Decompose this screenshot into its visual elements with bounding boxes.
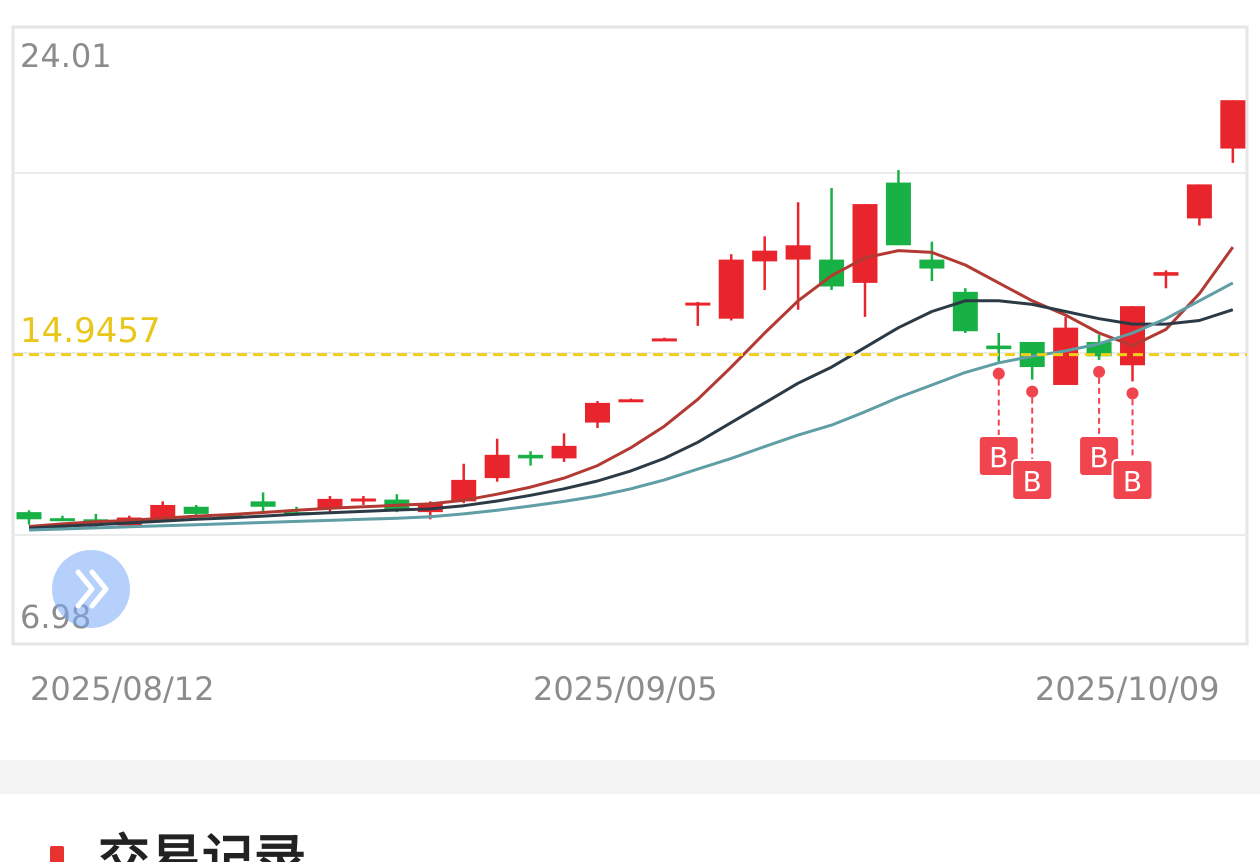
candle-body <box>17 512 42 519</box>
candle <box>485 439 510 482</box>
candle-body <box>1220 100 1245 148</box>
candle <box>1153 270 1178 288</box>
buy-marker-dot <box>1127 387 1139 399</box>
buy-marker-dot <box>1093 366 1105 378</box>
candle <box>919 242 944 281</box>
candle <box>518 451 543 465</box>
candle <box>752 236 777 290</box>
candle <box>1187 184 1212 225</box>
candle-body <box>786 245 811 259</box>
candle-body <box>1187 184 1212 218</box>
candle-body <box>585 403 610 423</box>
reference-line-label: 14.9457 <box>20 311 161 351</box>
double-chevron-right-icon <box>52 550 130 628</box>
buy-marker-label: B <box>1123 465 1142 498</box>
candle-body <box>251 501 276 506</box>
candle-body <box>351 499 376 502</box>
section-accent-bar <box>50 846 64 862</box>
candle <box>251 492 276 512</box>
x-label-start: 2025/08/12 <box>30 670 214 708</box>
candle-body <box>518 455 543 459</box>
candle <box>17 510 42 524</box>
candle-body <box>552 446 577 459</box>
candle <box>618 399 643 403</box>
candle-body <box>1053 328 1078 385</box>
buy-marker[interactable]: B <box>1079 366 1119 476</box>
expand-button[interactable] <box>52 550 130 628</box>
candle-body <box>919 260 944 269</box>
candle <box>351 496 376 505</box>
buy-marker-label: B <box>1089 441 1108 474</box>
section-title: 交易记录 <box>98 830 306 862</box>
candle <box>1220 100 1245 163</box>
candle <box>953 288 978 333</box>
candle-body <box>618 399 643 402</box>
candle-body <box>652 338 677 341</box>
candle <box>853 204 878 317</box>
candle <box>1020 342 1045 380</box>
buy-marker-label: B <box>989 441 1008 474</box>
buy-marker-dot <box>1026 386 1038 398</box>
buy-marker-dot <box>993 368 1005 380</box>
candle <box>585 401 610 428</box>
x-label-mid: 2025/09/05 <box>533 670 717 708</box>
y-max-label: 24.01 <box>20 37 112 75</box>
candle <box>552 433 577 462</box>
candle <box>886 170 911 245</box>
candle-body <box>986 346 1011 350</box>
buy-marker-label: B <box>1023 465 1042 498</box>
candle <box>50 516 75 522</box>
candle-body <box>1153 272 1178 276</box>
candle <box>685 302 710 326</box>
candle-body <box>685 303 710 306</box>
buy-marker[interactable]: B <box>979 368 1019 476</box>
candle-body <box>886 183 911 246</box>
candle-body <box>853 204 878 283</box>
candle <box>986 333 1011 362</box>
candle <box>719 254 744 320</box>
x-label-end: 2025/10/09 <box>1035 670 1219 708</box>
candle-body <box>485 455 510 478</box>
candle-body <box>953 292 978 331</box>
candle-body <box>184 507 209 514</box>
candle-body <box>719 260 744 319</box>
candle-body <box>50 518 75 521</box>
trade-records-header: 交易记录 <box>0 794 1260 862</box>
candle-body <box>752 251 777 262</box>
section-divider <box>0 760 1260 794</box>
candle <box>184 505 209 516</box>
candle <box>652 338 677 342</box>
